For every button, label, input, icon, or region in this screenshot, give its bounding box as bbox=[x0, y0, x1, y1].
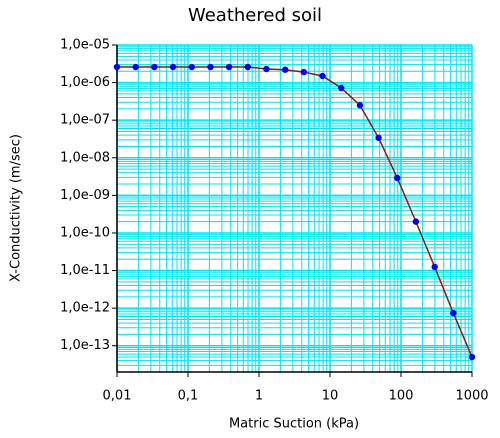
data-point bbox=[225, 63, 233, 71]
data-point bbox=[188, 63, 195, 71]
y-tick-label: 1,0e-08 bbox=[60, 150, 110, 165]
data-point bbox=[394, 174, 401, 182]
data-point bbox=[450, 309, 457, 317]
data-point bbox=[319, 72, 326, 80]
data-point bbox=[113, 63, 121, 71]
data-point bbox=[263, 65, 270, 73]
data-point bbox=[207, 63, 214, 71]
chart-title: Weathered soil bbox=[188, 5, 322, 26]
data-point bbox=[244, 63, 251, 71]
data-point bbox=[300, 68, 308, 76]
data-point bbox=[151, 63, 158, 71]
data-point bbox=[282, 66, 289, 73]
y-tick-label: 1,0e-05 bbox=[60, 38, 110, 53]
y-tick-label: 1,0e-06 bbox=[60, 75, 110, 90]
x-tick-label: 0,1 bbox=[178, 389, 199, 404]
data-point bbox=[375, 134, 382, 141]
x-tick-label: 1000 bbox=[455, 389, 488, 404]
x-tick-label: 10 bbox=[322, 389, 339, 404]
x-tick-label: 100 bbox=[389, 389, 414, 404]
y-tick-label: 1,0e-10 bbox=[60, 225, 110, 240]
data-point bbox=[356, 102, 364, 109]
y-tick-label: 1,0e-11 bbox=[60, 263, 110, 278]
y-tick-label: 1,0e-09 bbox=[60, 188, 110, 203]
data-point bbox=[132, 63, 139, 71]
y-tick-label: 1,0e-07 bbox=[60, 113, 110, 128]
data-point bbox=[412, 218, 420, 225]
data-point bbox=[338, 84, 345, 92]
data-point bbox=[169, 63, 177, 71]
x-tick-label: 1 bbox=[255, 389, 263, 404]
y-tick-label: 1,0e-12 bbox=[60, 301, 110, 316]
data-point bbox=[431, 263, 438, 271]
x-tick-label: 0,01 bbox=[103, 389, 132, 404]
x-axis-label: Matric Suction (kPa) bbox=[229, 417, 359, 432]
y-axis-label: X-Conductivity (m/sec) bbox=[9, 134, 24, 282]
y-tick-label: 1,0e-13 bbox=[60, 338, 110, 353]
data-point bbox=[468, 353, 476, 361]
